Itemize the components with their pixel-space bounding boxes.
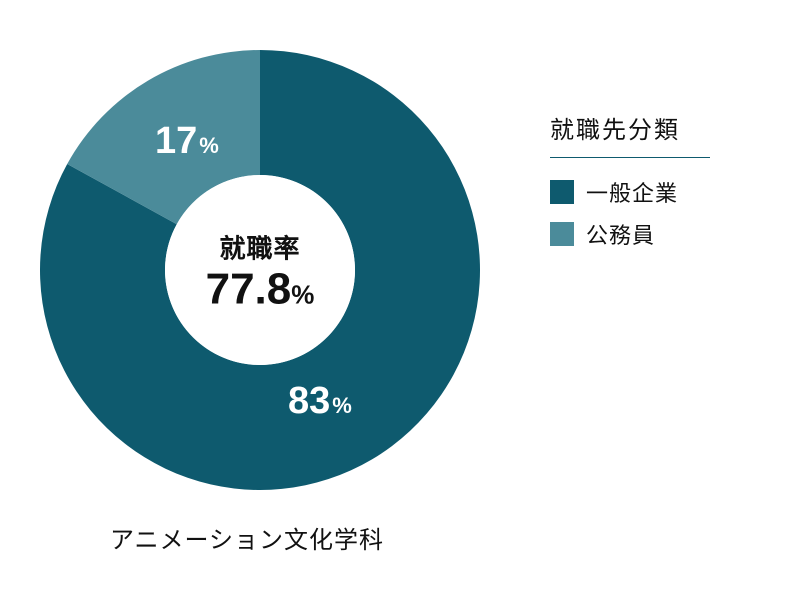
legend-swatch bbox=[550, 222, 574, 246]
legend: 就職先分類 一般企業公務員 bbox=[550, 110, 710, 260]
legend-swatch bbox=[550, 180, 574, 204]
legend-item: 一般企業 bbox=[550, 176, 710, 208]
legend-divider bbox=[550, 157, 710, 158]
center-value-suffix: % bbox=[291, 280, 314, 310]
legend-title: 就職先分類 bbox=[550, 110, 710, 145]
center-label: 就職率 77.8% bbox=[206, 229, 315, 312]
slice-label-number: 83 bbox=[288, 380, 330, 423]
slice-label-suffix: % bbox=[332, 393, 352, 419]
slice-label-secondary: 17% bbox=[155, 120, 219, 163]
legend-item: 公務員 bbox=[550, 218, 710, 250]
chart-subtitle: アニメーション文化学科 bbox=[110, 520, 384, 555]
center-value: 77.8% bbox=[206, 268, 315, 312]
center-value-number: 77.8 bbox=[206, 265, 292, 314]
slice-label-primary: 83% bbox=[288, 380, 352, 423]
slice-label-number: 17 bbox=[155, 120, 197, 163]
legend-label: 公務員 bbox=[586, 218, 655, 250]
legend-label: 一般企業 bbox=[586, 176, 678, 208]
donut-chart: 就職率 77.8% 83%17% bbox=[40, 50, 480, 490]
center-title: 就職率 bbox=[206, 229, 315, 266]
slice-label-suffix: % bbox=[199, 133, 219, 159]
